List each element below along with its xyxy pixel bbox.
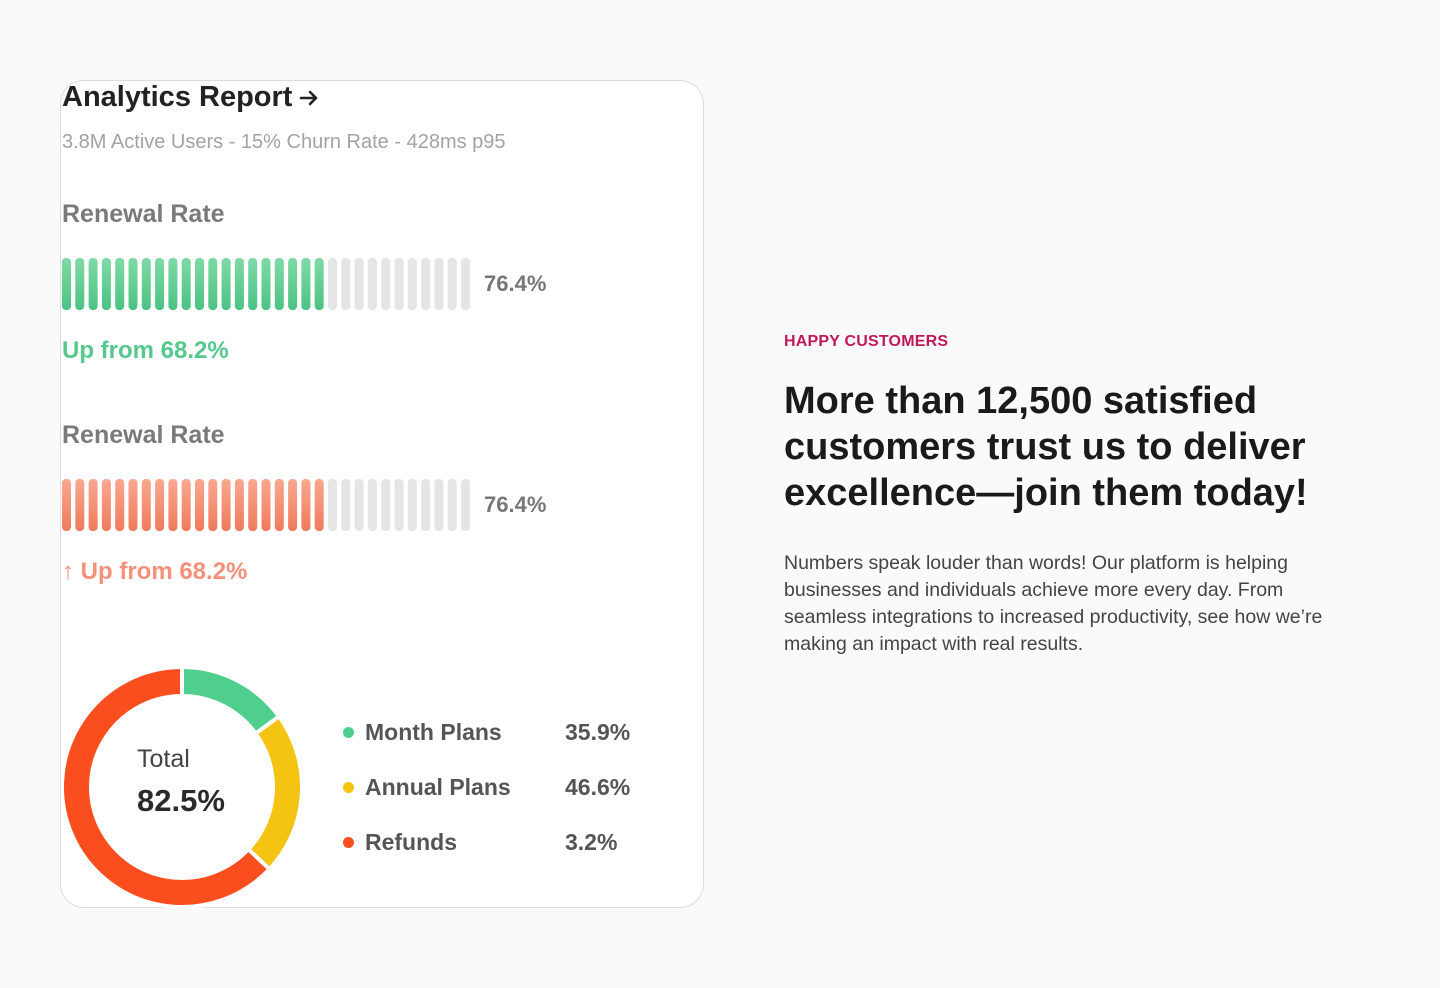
analytics-report-link[interactable]: Analytics Report <box>62 81 320 114</box>
bar-segment-filled <box>208 479 218 531</box>
bar-segment-filled <box>195 479 204 531</box>
bar-segment-filled <box>75 479 85 531</box>
section-eyebrow: HAPPY CUSTOMERS <box>784 333 949 350</box>
legend-dot-icon <box>343 726 354 738</box>
bar-segment-filled <box>128 258 138 310</box>
bar-segment-empty <box>341 479 351 531</box>
bar-segment-empty <box>447 258 457 310</box>
legend-name: Refunds <box>365 828 457 855</box>
bar-segment-empty <box>461 479 470 531</box>
bar-segment-filled <box>301 258 311 310</box>
bar-segment-empty <box>434 479 444 531</box>
bar-segment-filled <box>75 258 85 310</box>
legend-item: Month Plans 35.9% <box>343 717 663 747</box>
legend-value: 46.6% <box>565 773 631 800</box>
bar-segment-filled <box>195 258 204 310</box>
metric-footnote-text: Up from 68.2% <box>80 558 248 585</box>
bar-segment-empty <box>328 258 337 310</box>
bar-segment-filled <box>168 258 178 310</box>
donut-slice-month-plans <box>180 666 282 737</box>
bar-segment-empty <box>447 479 457 531</box>
donut-label: Total <box>137 745 190 773</box>
legend-value: 3.2% <box>565 828 618 855</box>
bar-segment-empty <box>354 258 364 310</box>
bar-segment-filled <box>288 258 298 310</box>
donut-slice-annual-plans <box>245 713 303 872</box>
metric-footnote-text: Up from 68.2% <box>62 337 229 364</box>
legend-item: Annual Plans 46.6% <box>343 772 663 802</box>
legend-value: 35.9% <box>565 718 631 745</box>
metric-value: 76.4% <box>484 492 547 517</box>
bar-segment-empty <box>407 479 417 531</box>
bar-segment-empty <box>328 479 337 531</box>
bar-segment-filled <box>181 258 191 310</box>
donut-chart <box>61 666 303 908</box>
bar-segment-filled <box>274 258 284 310</box>
bar-segment-filled <box>301 479 311 531</box>
bar-segment-filled <box>288 479 298 531</box>
card-title: Analytics Report <box>62 81 293 113</box>
up-arrow-icon: ↑ <box>62 558 74 585</box>
bar-segment-filled <box>221 479 231 531</box>
progress-bars-green <box>62 258 470 310</box>
bar-segment-empty <box>354 479 364 531</box>
bar-segment-filled <box>168 479 178 531</box>
bar-segment-empty <box>461 258 470 310</box>
legend-dot-icon <box>343 781 354 793</box>
arrow-right-icon <box>300 90 318 105</box>
legend-dot-icon <box>343 836 354 848</box>
bar-segment-filled <box>128 479 138 531</box>
bar-segment-empty <box>421 258 431 310</box>
bar-segment-empty <box>381 258 391 310</box>
bar-segment-empty <box>394 479 404 531</box>
donut-value: 82.5% <box>137 783 225 818</box>
bar-segment-filled <box>155 479 165 531</box>
bar-segment-filled <box>221 258 231 310</box>
bar-segment-filled <box>155 258 165 310</box>
bar-segment-filled <box>62 479 71 531</box>
bar-segment-empty <box>367 479 377 531</box>
bar-segment-filled <box>314 258 324 310</box>
bar-segment-filled <box>314 479 324 531</box>
bar-segment-filled <box>261 479 271 531</box>
bar-segment-empty <box>394 258 404 310</box>
bar-segment-filled <box>115 258 125 310</box>
bar-segment-filled <box>141 258 151 310</box>
donut-slice-refunds <box>61 666 273 908</box>
bar-segment-filled <box>234 479 244 531</box>
bar-segment-filled <box>208 258 218 310</box>
bar-segment-empty <box>434 258 444 310</box>
metric-footnote: Up from 68.2% <box>62 337 229 365</box>
bar-segment-empty <box>421 479 431 531</box>
legend-item: Refunds 3.2% <box>343 827 663 857</box>
metric-footnote: ↑ Up from 68.2% <box>62 558 247 586</box>
bar-segment-filled <box>62 258 71 310</box>
metric-label: Renewal Rate <box>62 421 225 449</box>
bar-segment-empty <box>407 258 417 310</box>
legend-name: Month Plans <box>365 718 502 745</box>
bar-segment-empty <box>341 258 351 310</box>
bar-segment-filled <box>101 258 111 310</box>
bar-segment-filled <box>88 258 98 310</box>
bar-segment-filled <box>234 258 244 310</box>
section-headline: More than 12,500 satisfied customers tru… <box>784 380 1308 514</box>
progress-bars-orange <box>62 479 470 531</box>
bar-segment-empty <box>367 258 377 310</box>
bar-segment-filled <box>248 258 258 310</box>
metric-label: Renewal Rate <box>62 200 225 228</box>
bar-segment-filled <box>141 479 151 531</box>
bar-segment-filled <box>181 479 191 531</box>
metric-value: 76.4% <box>484 271 547 296</box>
bar-segment-filled <box>115 479 125 531</box>
bar-segment-empty <box>381 479 391 531</box>
bar-segment-filled <box>248 479 258 531</box>
bar-segment-filled <box>101 479 111 531</box>
card-subtitle: 3.8M Active Users - 15% Churn Rate - 428… <box>62 131 506 153</box>
analytics-card: Analytics Report 3.8M Active Users - 15%… <box>60 80 704 908</box>
bar-segment-filled <box>261 258 271 310</box>
bar-segment-filled <box>88 479 98 531</box>
bar-segment-filled <box>274 479 284 531</box>
section-body: Numbers speak louder than words! Our pla… <box>784 552 1323 655</box>
legend-name: Annual Plans <box>365 773 511 800</box>
